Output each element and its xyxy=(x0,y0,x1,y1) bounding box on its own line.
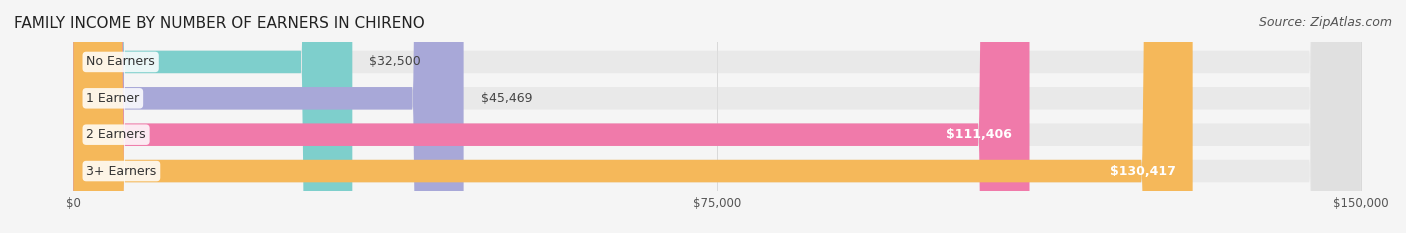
Text: 1 Earner: 1 Earner xyxy=(86,92,139,105)
Text: No Earners: No Earners xyxy=(86,55,155,69)
Text: FAMILY INCOME BY NUMBER OF EARNERS IN CHIRENO: FAMILY INCOME BY NUMBER OF EARNERS IN CH… xyxy=(14,16,425,31)
FancyBboxPatch shape xyxy=(73,0,1361,233)
Text: $45,469: $45,469 xyxy=(481,92,533,105)
FancyBboxPatch shape xyxy=(73,0,353,233)
Text: $111,406: $111,406 xyxy=(946,128,1012,141)
FancyBboxPatch shape xyxy=(73,0,1361,233)
FancyBboxPatch shape xyxy=(73,0,1192,233)
FancyBboxPatch shape xyxy=(73,0,1029,233)
Text: 3+ Earners: 3+ Earners xyxy=(86,164,156,178)
FancyBboxPatch shape xyxy=(73,0,1361,233)
FancyBboxPatch shape xyxy=(73,0,464,233)
Text: Source: ZipAtlas.com: Source: ZipAtlas.com xyxy=(1258,16,1392,29)
Text: 2 Earners: 2 Earners xyxy=(86,128,146,141)
Text: $130,417: $130,417 xyxy=(1109,164,1175,178)
FancyBboxPatch shape xyxy=(73,0,1361,233)
Text: $32,500: $32,500 xyxy=(370,55,422,69)
